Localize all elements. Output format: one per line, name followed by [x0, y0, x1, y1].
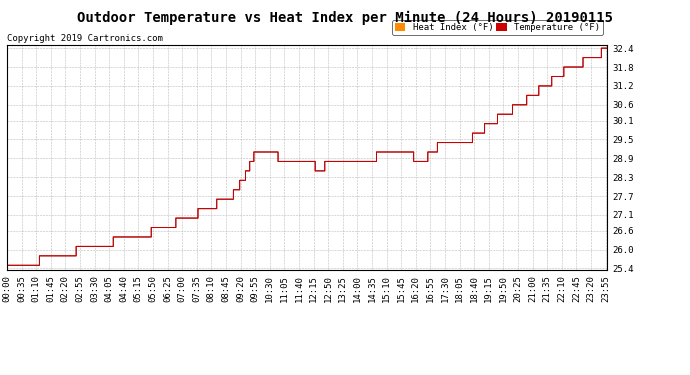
Heat Index (°F) — [136, 235, 144, 239]
Temperature (°F) — [3, 263, 11, 267]
Heat Index (°F) — [204, 206, 212, 211]
Temperature (°F) — [400, 150, 408, 154]
Heat Index (°F) — [598, 46, 606, 50]
Line: Heat Index (°F): Heat Index (°F) — [7, 48, 607, 265]
Temperature (°F) — [598, 46, 606, 50]
Temperature (°F) — [603, 46, 611, 50]
Legend: Heat Index (°F), Temperature (°F): Heat Index (°F), Temperature (°F) — [392, 20, 602, 34]
Heat Index (°F) — [603, 46, 611, 50]
Heat Index (°F) — [532, 93, 540, 98]
Temperature (°F) — [121, 235, 130, 239]
Temperature (°F) — [204, 206, 212, 211]
Heat Index (°F) — [121, 235, 130, 239]
Text: Copyright 2019 Cartronics.com: Copyright 2019 Cartronics.com — [7, 34, 163, 43]
Line: Temperature (°F): Temperature (°F) — [7, 48, 607, 265]
Temperature (°F) — [136, 235, 144, 239]
Temperature (°F) — [532, 93, 540, 98]
Heat Index (°F) — [400, 150, 408, 154]
Heat Index (°F) — [479, 131, 487, 135]
Heat Index (°F) — [3, 263, 11, 267]
Temperature (°F) — [479, 131, 487, 135]
Text: Outdoor Temperature vs Heat Index per Minute (24 Hours) 20190115: Outdoor Temperature vs Heat Index per Mi… — [77, 11, 613, 26]
